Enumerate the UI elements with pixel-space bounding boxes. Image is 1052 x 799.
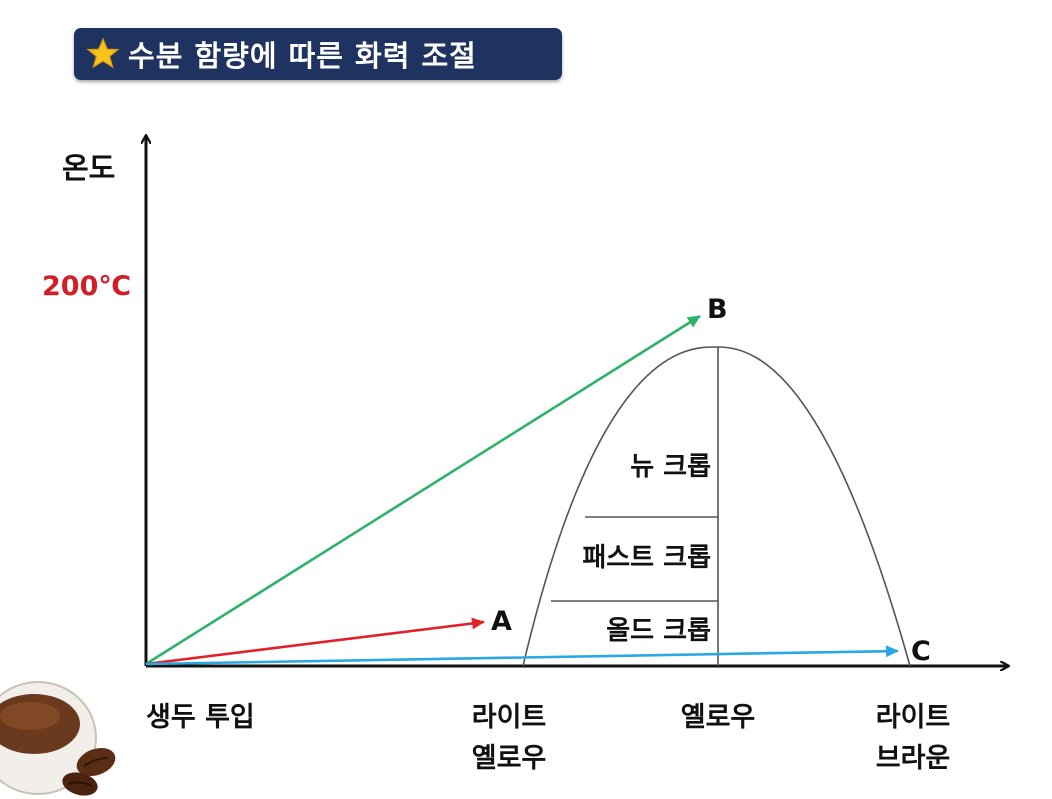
x-label-light-brown-1: 라이트 xyxy=(876,702,951,733)
arrow-b xyxy=(145,314,701,666)
roast-curve xyxy=(522,346,911,667)
arrow-a xyxy=(145,617,485,666)
y-axis-label: 온도 xyxy=(62,151,115,185)
page-title: 수분 함량에 따른 화력 조절 xyxy=(128,39,477,73)
stage-old-crop: 올드 크롭 xyxy=(606,616,711,646)
x-label-green-bean-input: 생두 투입 xyxy=(146,702,255,733)
point-a-label: A xyxy=(491,606,512,637)
x-label-light-brown-2: 브라운 xyxy=(876,743,951,774)
title-banner: 수분 함량에 따른 화력 조절 xyxy=(74,28,562,80)
stage-new-crop: 뉴 크롭 xyxy=(630,452,711,482)
arrow-c xyxy=(145,645,899,666)
coffee-cup-icon xyxy=(0,681,116,796)
x-label-light-yellow-2: 옐로우 xyxy=(472,743,547,774)
stage-past-crop: 패스트 크롭 xyxy=(582,543,711,573)
point-c-label: C xyxy=(911,636,931,667)
x-label-yellow: 옐로우 xyxy=(681,702,756,733)
star-icon xyxy=(86,37,120,69)
point-b-label: B xyxy=(707,294,728,325)
temperature-mark: 200℃ xyxy=(42,271,131,302)
x-label-light-yellow-1: 라이트 xyxy=(472,702,547,733)
